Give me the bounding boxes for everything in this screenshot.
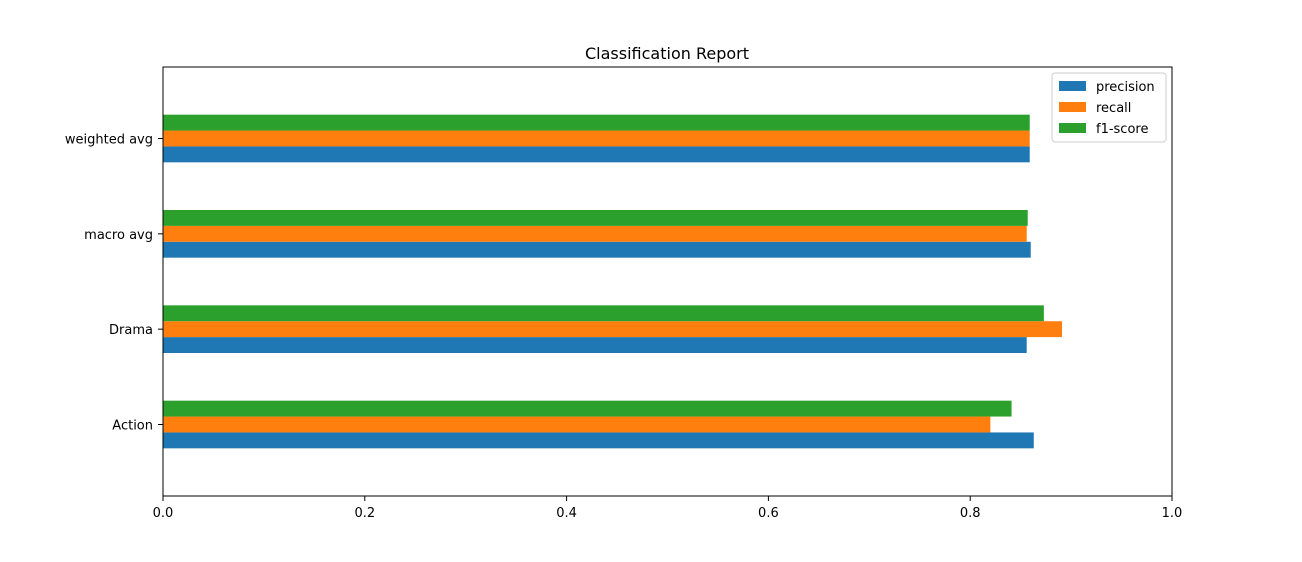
x-tick-label: 1.0 [1162,506,1183,521]
legend-label-f1-score: f1-score [1096,122,1148,137]
legend: precision recall f1-score [1051,72,1167,143]
bar-recall-macro-avg [163,225,1027,242]
bar-precision-drama [163,337,1027,353]
x-tick-label: 0.6 [758,506,779,521]
y-tick-label: weighted avg [65,133,153,148]
bar-f1-score-weighted-avg [163,114,1030,131]
legend-swatch-precision [1059,81,1086,91]
x-tick-label: 0.2 [354,506,375,521]
x-tick-label: 0.8 [960,506,981,521]
y-tick-label: Drama [109,323,153,338]
x-tick-label: 0.0 [153,506,174,521]
bar-f1-score-action [163,400,1012,417]
legend-swatch-recall [1059,102,1086,112]
bar-recall-drama [163,321,1063,338]
bars-layer [163,114,1063,449]
chart-title: Classification Report [585,44,749,63]
legend-label-recall: recall [1096,101,1131,116]
bar-f1-score-macro-avg [163,210,1028,226]
x-tick-label: 0.4 [556,506,577,521]
plot-frame [162,66,1173,497]
legend-label-precision: precision [1096,80,1155,95]
bar-precision-action [163,432,1034,449]
bar-recall-action [163,416,991,433]
axes-layer: 0.0 0.2 0.4 0.6 0.8 1.0 Action Drama macro avg we… [65,66,1183,521]
y-tick-label: Action [112,419,153,434]
legend-swatch-f1-score [1059,123,1086,133]
bar-precision-weighted-avg [163,146,1030,163]
bar-precision-macro-avg [163,241,1031,258]
bar-f1-score-drama [163,305,1044,322]
y-tick-label: macro avg [84,228,153,243]
bar-recall-weighted-avg [163,130,1030,147]
